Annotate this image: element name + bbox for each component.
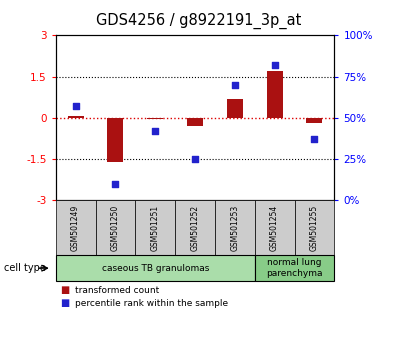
Bar xyxy=(227,98,243,118)
Bar xyxy=(306,118,322,123)
Text: GSM501250: GSM501250 xyxy=(111,204,120,251)
Point xyxy=(232,82,238,87)
Text: normal lung
parenchyma: normal lung parenchyma xyxy=(266,258,323,278)
Text: GSM501252: GSM501252 xyxy=(191,204,199,251)
Text: GDS4256 / g8922191_3p_at: GDS4256 / g8922191_3p_at xyxy=(96,12,302,29)
Point xyxy=(271,62,278,68)
Point xyxy=(72,103,79,109)
Text: ■: ■ xyxy=(60,298,69,308)
Text: transformed count: transformed count xyxy=(75,286,159,295)
Bar xyxy=(147,118,163,119)
Text: GSM501249: GSM501249 xyxy=(71,204,80,251)
Point xyxy=(311,136,318,142)
Bar xyxy=(68,116,84,118)
Text: percentile rank within the sample: percentile rank within the sample xyxy=(75,299,228,308)
Bar xyxy=(187,118,203,126)
Text: GSM501255: GSM501255 xyxy=(310,204,319,251)
Text: ■: ■ xyxy=(60,285,69,295)
Point xyxy=(152,128,158,134)
Text: GSM501254: GSM501254 xyxy=(270,204,279,251)
Text: GSM501253: GSM501253 xyxy=(230,204,239,251)
Text: caseous TB granulomas: caseous TB granulomas xyxy=(101,264,209,273)
Text: GSM501251: GSM501251 xyxy=(151,204,160,251)
Text: cell type: cell type xyxy=(4,263,46,273)
Bar xyxy=(267,71,283,118)
Bar xyxy=(107,118,123,161)
Point xyxy=(192,156,198,162)
Point xyxy=(112,181,119,186)
